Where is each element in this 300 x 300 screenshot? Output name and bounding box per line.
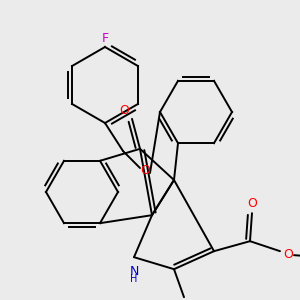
Text: O: O (283, 248, 293, 261)
Text: O: O (119, 104, 129, 117)
Text: H: H (130, 274, 138, 284)
Text: F: F (101, 32, 109, 46)
Text: O: O (247, 197, 257, 210)
Text: N: N (129, 265, 139, 278)
Text: O: O (140, 164, 150, 178)
